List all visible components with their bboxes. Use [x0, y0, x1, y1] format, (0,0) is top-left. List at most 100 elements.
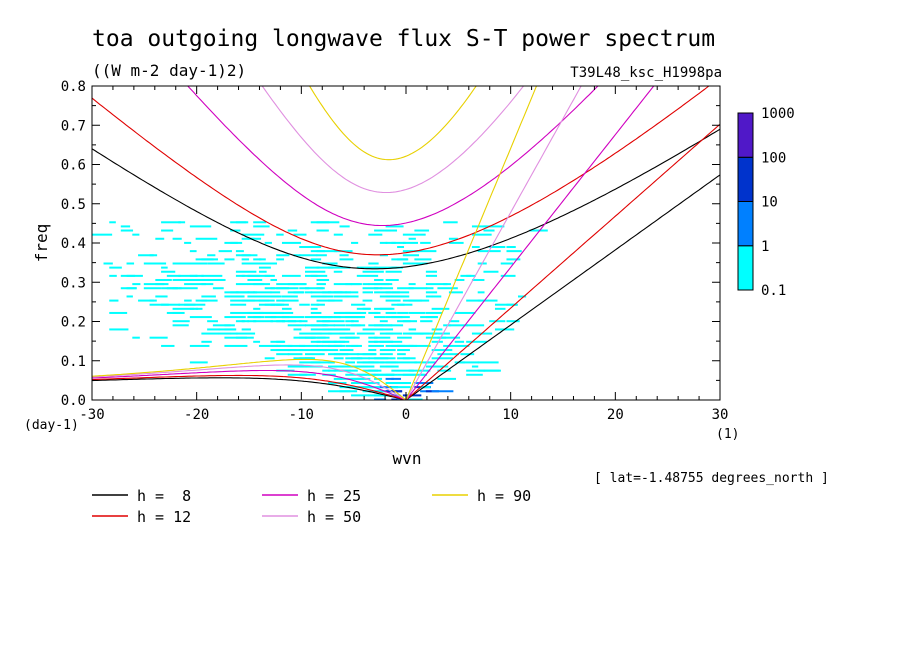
spectrum-cell	[310, 332, 332, 335]
spectrum-cell	[316, 266, 334, 269]
spectrum-cell	[494, 307, 506, 310]
spectrum-cell	[178, 274, 198, 277]
spectrum-cell	[339, 258, 354, 261]
spectrum-cell	[322, 316, 333, 319]
power-spectrum-cells	[92, 221, 548, 400]
spectrum-cell	[230, 311, 253, 314]
spectrum-cell	[437, 369, 452, 372]
spectrum-cell	[374, 278, 384, 281]
spectrum-cell	[276, 283, 296, 286]
spectrum-cell	[356, 316, 364, 319]
spectrum-cell	[420, 373, 428, 376]
spectrum-cell	[466, 373, 483, 376]
spectrum-cell	[385, 278, 399, 281]
spectrum-cell	[517, 295, 527, 298]
spectrum-cell	[322, 324, 335, 327]
chart-subtitle: ((W m-2 day-1)2)	[92, 61, 246, 80]
x-unit-label: (1)	[716, 427, 739, 442]
spectrum-cell	[437, 353, 459, 356]
spectrum-cell	[241, 233, 265, 236]
spectrum-cell	[385, 365, 399, 368]
spectrum-cell	[506, 246, 516, 249]
spectrum-cell	[374, 357, 396, 360]
spectrum-cell	[333, 328, 351, 331]
legend-entry: h = 12	[137, 508, 191, 526]
spectrum-cell	[247, 274, 271, 277]
spectrum-cell	[166, 287, 178, 290]
spectrum-cell	[264, 287, 275, 290]
spectrum-cell	[328, 266, 351, 269]
spectrum-cell	[408, 369, 431, 372]
spectrum-cell	[299, 287, 310, 290]
spectrum-cell	[316, 349, 328, 352]
spectrum-cell	[408, 287, 428, 290]
spectrum-cell	[391, 324, 404, 327]
spectrum-cell	[155, 237, 165, 240]
spectrum-cell	[333, 324, 346, 327]
dispersion-curves	[92, 86, 720, 400]
spectrum-cell	[322, 320, 345, 323]
spectrum-cell	[500, 274, 516, 277]
spectrum-cell	[397, 246, 405, 249]
spectrum-cell	[253, 307, 261, 310]
spectrum-cell	[454, 361, 465, 364]
spectrum-cell	[385, 377, 394, 380]
spectrum-cell	[293, 291, 304, 294]
spectrum-cell	[391, 377, 401, 380]
spectrum-cell	[316, 299, 335, 302]
spectrum-cell	[339, 340, 350, 343]
x-tick-label: -30	[79, 407, 104, 423]
spectrum-cell	[408, 283, 416, 286]
spectrum-cell	[201, 274, 223, 277]
spectrum-cell	[414, 262, 428, 265]
spectrum-cell	[425, 336, 447, 339]
spectrum-cell	[420, 320, 433, 323]
spectrum-cell	[339, 349, 354, 352]
spectrum-cell	[379, 324, 393, 327]
spectrum-cell	[310, 311, 322, 314]
spectrum-cell	[109, 274, 117, 277]
spectrum-cell	[316, 287, 324, 290]
spectrum-cell	[172, 278, 194, 281]
spectrum-cell	[120, 225, 131, 228]
spectrum-cell	[276, 349, 297, 352]
spectrum-cell	[299, 254, 318, 257]
spectrum-cell	[316, 278, 330, 281]
spectrum-cell	[258, 270, 267, 273]
spectrum-cell	[351, 320, 359, 323]
spectrum-cell	[333, 233, 343, 236]
spectrum-cell	[178, 287, 198, 290]
spectrum-cell	[368, 386, 385, 389]
spectrum-cell	[299, 365, 307, 368]
spectrum-cell	[362, 283, 370, 286]
spectrum-cell	[443, 221, 458, 224]
spectrum-cell	[161, 303, 181, 306]
kelvin-wave-curve	[405, 123, 720, 400]
spectrum-cell	[316, 221, 340, 224]
spectrum-cell	[155, 283, 169, 286]
spectrum-cell	[339, 353, 360, 356]
spectrum-cell	[333, 316, 341, 319]
spectrum-cell	[172, 320, 190, 323]
spectrum-cell	[253, 225, 270, 228]
spectrum-cell	[379, 340, 403, 343]
spectrum-cell	[368, 390, 376, 393]
spectrum-cell	[397, 311, 409, 314]
spectrum-cell	[333, 344, 346, 347]
spectrum-cell	[328, 299, 343, 302]
spectrum-cell	[281, 295, 298, 298]
spectrum-cell	[316, 303, 325, 306]
spectrum-cell	[235, 320, 245, 323]
spectrum-cell	[235, 250, 244, 253]
spectrum-cell	[241, 328, 251, 331]
legend-entry: h = 25	[307, 487, 361, 505]
spectrum-cell	[431, 390, 454, 393]
spectrum-cell	[368, 369, 382, 372]
spectrum-cell	[264, 274, 275, 277]
x-axis-label: wvn	[393, 449, 422, 468]
spectrum-cell	[126, 274, 143, 277]
spectrum-cell	[397, 382, 407, 385]
spectrum-cell	[385, 299, 401, 302]
spectrum-cell	[431, 357, 454, 360]
spectrum-cell	[143, 262, 167, 265]
